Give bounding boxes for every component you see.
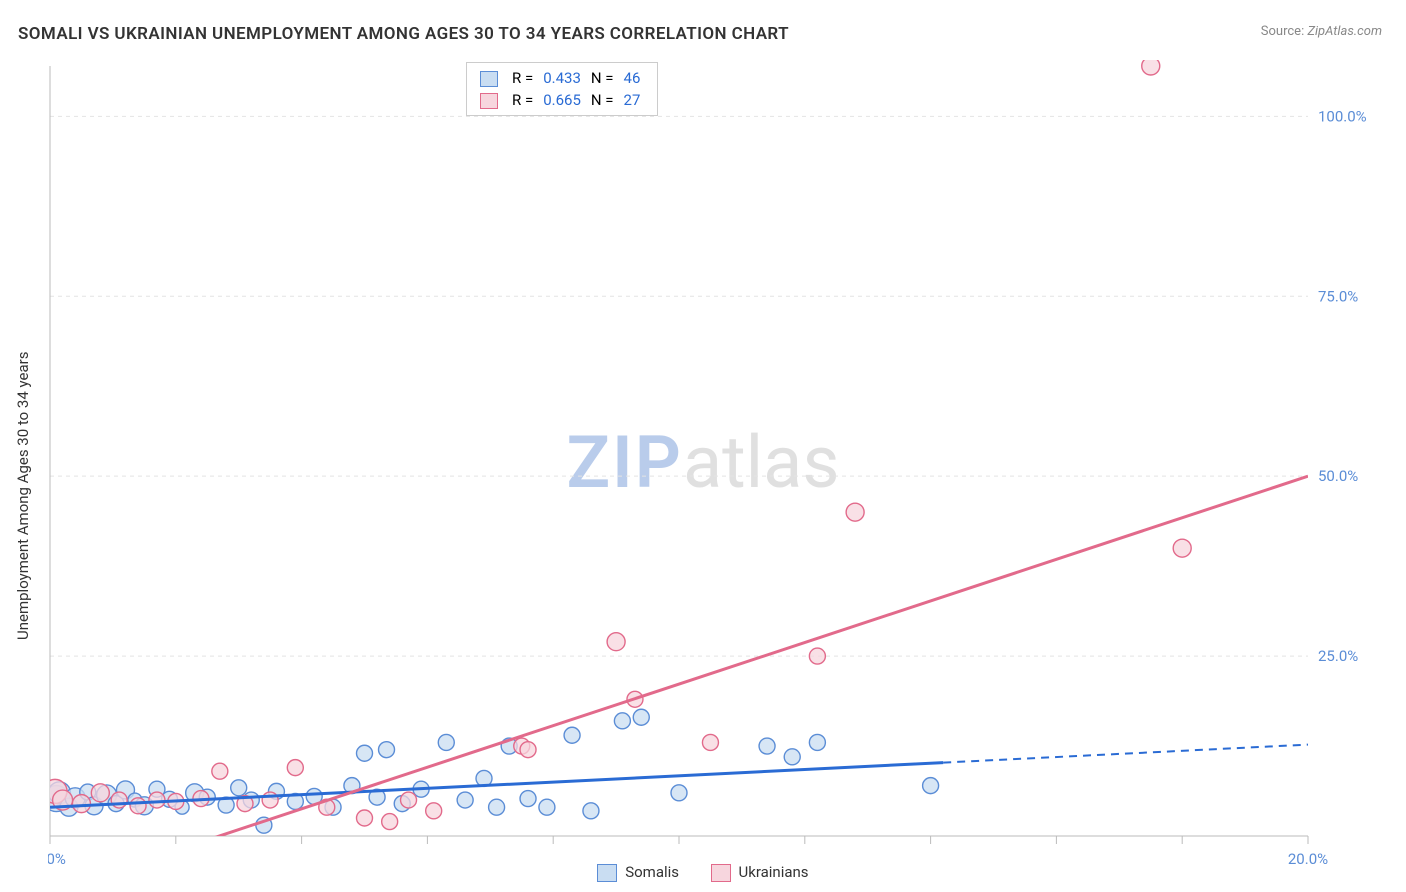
svg-text:75.0%: 75.0%: [1318, 287, 1358, 305]
swatch-series1-b: [597, 864, 617, 882]
r-label-1: R =: [507, 67, 538, 89]
n-label-1: N =: [586, 67, 619, 89]
legend-item-1: Somalis: [597, 863, 682, 881]
stats-row-1: R = 0.433 N = 46: [475, 67, 645, 89]
r-value-1: 0.433: [538, 67, 586, 89]
y-axis-label: Unemployment Among Ages 30 to 34 years: [14, 352, 32, 640]
r-value-2: 0.665: [538, 89, 586, 111]
r-label-2: R =: [507, 89, 538, 111]
n-label-2: N =: [586, 89, 619, 111]
legend-label-2: Ukrainians: [738, 863, 808, 881]
chart-title: SOMALI VS UKRAINIAN UNEMPLOYMENT AMONG A…: [18, 24, 789, 44]
svg-text:100.0%: 100.0%: [1318, 107, 1367, 125]
legend-label-1: Somalis: [625, 863, 679, 881]
plot-container: 0.0%20.0%25.0%50.0%75.0%100.0%: [48, 60, 1368, 880]
stats-row-2: R = 0.665 N = 27: [475, 89, 645, 111]
n-value-1: 46: [619, 67, 646, 89]
stats-legend: R = 0.433 N = 46 R = 0.665 N = 27: [466, 62, 658, 116]
n-value-2: 27: [619, 89, 646, 111]
svg-text:25.0%: 25.0%: [1318, 647, 1358, 665]
scatter-plot: 0.0%20.0%25.0%50.0%75.0%100.0%: [48, 60, 1368, 880]
source-prefix: Source:: [1261, 24, 1308, 39]
legend-item-2: Ukrainians: [711, 863, 809, 881]
bottom-legend: Somalis Ukrainians: [0, 863, 1406, 882]
svg-text:50.0%: 50.0%: [1318, 467, 1358, 485]
swatch-series2: [480, 93, 498, 109]
source-name: ZipAtlas.com: [1307, 24, 1382, 39]
swatch-series2-b: [711, 864, 731, 882]
source-label: Source: ZipAtlas.com: [1261, 24, 1382, 39]
swatch-series1: [480, 71, 498, 87]
